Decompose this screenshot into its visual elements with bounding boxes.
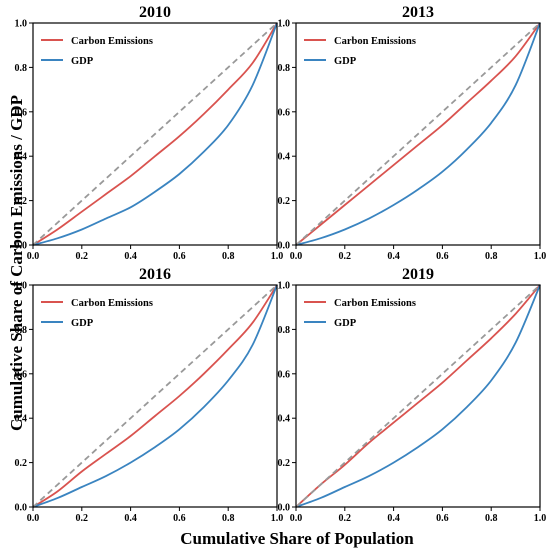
y-tick-label: 0.0 <box>278 503 291 514</box>
legend: Carbon Emissions GDP <box>304 298 416 329</box>
x-tick-label: 0.4 <box>387 251 400 262</box>
y-axis-title: Cumulative Share of Carbon Emissions / G… <box>7 95 26 431</box>
y-tick-label: 0.6 <box>15 369 28 380</box>
x-tick-label: 0.8 <box>485 513 498 524</box>
x-tick-label: 0.6 <box>173 513 186 524</box>
y-tick-label: 0.6 <box>15 107 28 118</box>
y-tick-label: 1.0 <box>15 19 28 30</box>
x-tick-label: 0.4 <box>387 513 400 524</box>
x-axis-title: Cumulative Share of Population <box>180 529 414 548</box>
y-tick-label: 0.8 <box>15 63 28 74</box>
x-tick-label: 0.2 <box>339 251 352 262</box>
x-tick-label: 0.2 <box>339 513 352 524</box>
y-tick-label: 0.8 <box>278 63 291 74</box>
x-tick-label: 1.0 <box>271 513 284 524</box>
x-tick-label: 0.2 <box>76 513 89 524</box>
y-tick-label: 0.0 <box>278 241 291 252</box>
x-tick-label: 0.6 <box>436 251 449 262</box>
legend-carbon-emissions-label: Carbon Emissions <box>71 298 153 309</box>
legend-gdp-label: GDP <box>71 318 94 329</box>
chart-panel-2010: 2010 0.0 0.2 0.4 0.6 0.8 1.0 0.0 0.2 0.4 0.6 0.8 1.0… <box>15 4 284 262</box>
y-tick-label: 1.0 <box>278 281 291 292</box>
legend: Carbon Emissions GDP <box>41 298 153 329</box>
x-tick-label: 0.8 <box>485 251 498 262</box>
x-tick-label: 0.6 <box>436 513 449 524</box>
x-tick-label: 0.0 <box>290 513 303 524</box>
y-tick-label: 0.2 <box>278 196 291 207</box>
x-tick-label: 1.0 <box>271 251 284 262</box>
y-tick-label: 0.2 <box>15 458 28 469</box>
legend-gdp-label: GDP <box>334 56 357 67</box>
x-tick-label: 0.0 <box>27 251 40 262</box>
y-tick-label: 0.2 <box>15 196 28 207</box>
legend-gdp-label: GDP <box>334 318 357 329</box>
x-tick-label: 0.4 <box>124 513 137 524</box>
y-tick-label: 1.0 <box>278 19 291 30</box>
x-tick-label: 0.0 <box>27 513 40 524</box>
y-tick-label: 0.6 <box>278 107 291 118</box>
panel-title: 2019 <box>402 266 434 283</box>
x-tick-label: 0.2 <box>76 251 89 262</box>
y-tick-label: 0.8 <box>15 325 28 336</box>
legend-carbon-emissions-label: Carbon Emissions <box>334 298 416 309</box>
legend: Carbon Emissions GDP <box>41 36 153 67</box>
y-tick-label: 0.4 <box>278 152 291 163</box>
panel-title: 2013 <box>402 4 434 21</box>
y-tick-label: 0.4 <box>15 152 28 163</box>
x-tick-label: 1.0 <box>534 251 547 262</box>
y-tick-label: 1.0 <box>15 281 28 292</box>
equality-line <box>33 23 277 245</box>
y-tick-label: 0.4 <box>278 414 291 425</box>
y-tick-label: 0.2 <box>278 458 291 469</box>
equality-line <box>296 23 540 245</box>
x-tick-label: 0.8 <box>222 251 235 262</box>
chart-panel-2019: 2019 0.0 0.2 0.4 0.6 0.8 1.0 0.0 0.2 0.4 0.6 0.8 1.0… <box>278 266 547 524</box>
x-tick-label: 0.8 <box>222 513 235 524</box>
y-tick-label: 0.8 <box>278 325 291 336</box>
y-tick-label: 0.0 <box>15 503 28 514</box>
legend-gdp-label: GDP <box>71 56 94 67</box>
x-tick-label: 0.4 <box>124 251 137 262</box>
panel-title: 2016 <box>139 266 171 283</box>
legend: Carbon Emissions GDP <box>304 36 416 67</box>
x-tick-label: 1.0 <box>534 513 547 524</box>
x-tick-label: 0.6 <box>173 251 186 262</box>
x-tick-label: 0.0 <box>290 251 303 262</box>
chart-panel-2016: 2016 0.0 0.2 0.4 0.6 0.8 1.0 0.0 0.2 0.4 0.6 0.8 1.0… <box>15 266 284 524</box>
y-tick-label: 0.4 <box>15 414 28 425</box>
y-tick-label: 0.0 <box>15 241 28 252</box>
equality-line <box>33 285 277 507</box>
legend-carbon-emissions-label: Carbon Emissions <box>71 36 153 47</box>
panel-title: 2010 <box>139 4 171 21</box>
y-tick-label: 0.6 <box>278 369 291 380</box>
legend-carbon-emissions-label: Carbon Emissions <box>334 36 416 47</box>
chart-panel-2013: 2013 0.0 0.2 0.4 0.6 0.8 1.0 0.0 0.2 0.4 0.6 0.8 1.0… <box>278 4 547 262</box>
